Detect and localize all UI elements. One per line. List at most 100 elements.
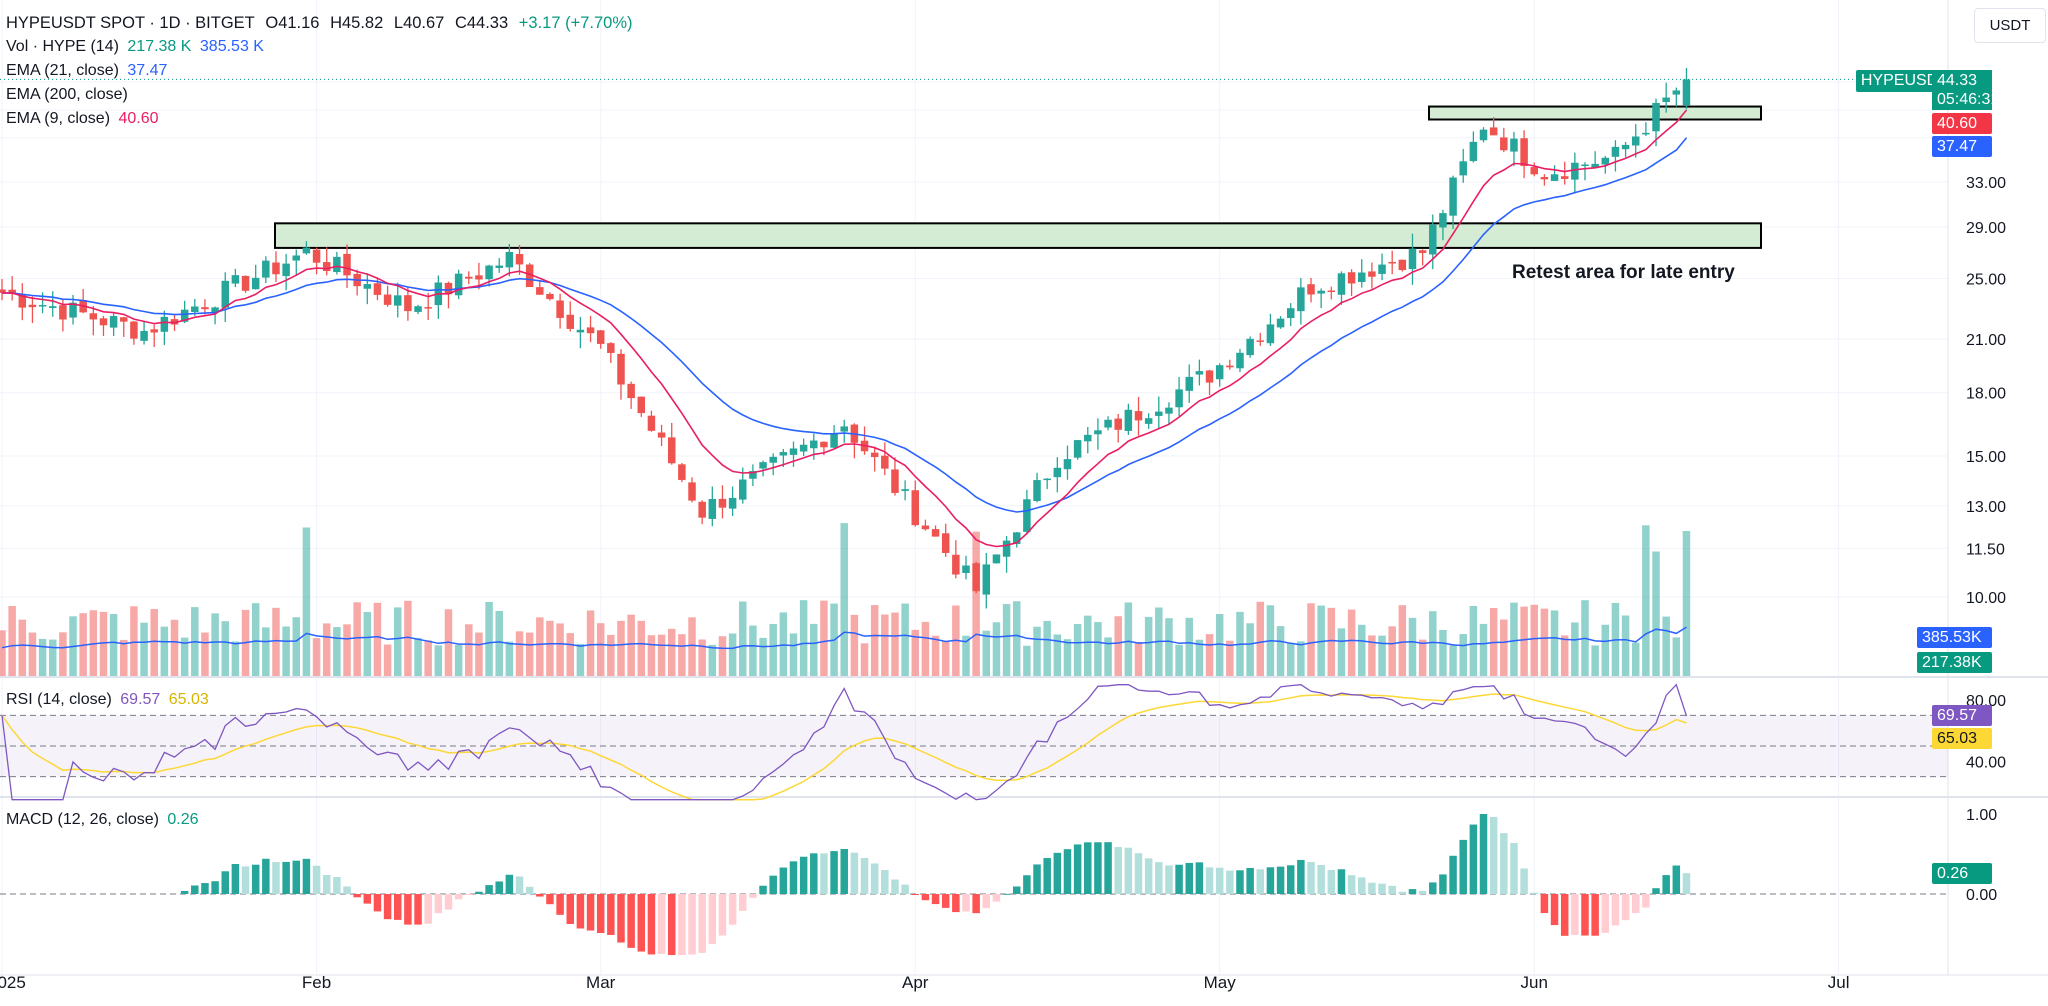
macd-bar	[881, 870, 889, 894]
volume-bar	[1347, 609, 1356, 676]
volume-bar	[1540, 608, 1549, 676]
macd-bar	[272, 862, 280, 894]
macd-bar	[1155, 862, 1163, 894]
candle-body	[1662, 97, 1670, 102]
candle-body	[1489, 127, 1498, 136]
macd-bar	[1266, 867, 1275, 894]
macd-bar	[363, 894, 372, 904]
volume-bar	[799, 600, 808, 676]
volume-bar	[860, 643, 869, 676]
volume-bar	[1631, 642, 1640, 676]
ema21-legend[interactable]: EMA (21, close) 37.47	[6, 59, 167, 82]
candle-body	[1002, 540, 1011, 557]
candle-body	[1104, 419, 1112, 428]
volume-bar	[1449, 645, 1457, 676]
ema21-price-tag: 37.47	[1932, 136, 1992, 157]
volume-bar	[1053, 634, 1062, 676]
volume-bar	[576, 643, 585, 676]
macd-bar	[1236, 870, 1244, 894]
volume-bar	[769, 624, 777, 676]
candle-body	[525, 264, 534, 288]
macd-bar	[282, 861, 290, 894]
candle-body	[1500, 137, 1508, 151]
macd-bar	[972, 894, 980, 914]
rsi-label: RSI (14, close)	[6, 691, 112, 708]
volume-bar	[1357, 624, 1366, 676]
candle-body	[262, 260, 270, 278]
symbol-title[interactable]: HYPEUSDT SPOT · 1D · BITGET	[6, 14, 255, 32]
macd-bar	[1185, 862, 1193, 894]
macd-bar	[1327, 870, 1336, 894]
volume-bar	[150, 609, 158, 676]
rsi-legend[interactable]: RSI (14, close) 69.57 65.03	[6, 688, 209, 711]
volume-legend[interactable]: Vol · HYPE (14) 217.38 K 385.53 K	[6, 35, 264, 58]
volume-bar	[840, 523, 848, 676]
macd-bar	[343, 886, 351, 894]
candle-body	[667, 437, 676, 464]
price-axis-label: 25.00	[1966, 272, 2006, 289]
macd-bar	[1165, 865, 1173, 894]
macd-legend[interactable]: MACD (12, 26, close) 0.26	[6, 808, 199, 831]
macd-bar	[525, 886, 534, 894]
volume-bar	[1520, 606, 1528, 676]
candle-body	[1429, 224, 1437, 255]
volume-bar	[1175, 644, 1183, 676]
volume-bar	[1662, 616, 1670, 676]
candle-body	[789, 448, 798, 455]
volume-bar	[1429, 611, 1437, 676]
macd-bar	[1662, 875, 1670, 894]
volume-bar	[1084, 615, 1092, 676]
macd-bar	[1104, 842, 1112, 894]
candle-body	[170, 319, 179, 325]
volume-bar	[8, 606, 16, 676]
macd-bar	[1642, 894, 1650, 908]
candle-body	[1449, 177, 1457, 216]
volume-bar	[870, 605, 879, 676]
volume-bar	[779, 612, 788, 676]
ohlc-low: L40.67	[393, 14, 445, 32]
currency-button[interactable]: USDT	[1974, 8, 2046, 43]
volume-bar	[1124, 602, 1133, 676]
macd-bar	[292, 860, 301, 894]
candle-body	[1439, 213, 1447, 228]
volume-bar	[637, 620, 646, 676]
macd-bar	[241, 866, 250, 894]
volume-bar	[1012, 601, 1021, 676]
ema9-legend[interactable]: EMA (9, close) 40.60	[6, 107, 159, 130]
candle-body	[617, 353, 625, 385]
volume-bar	[749, 625, 757, 676]
macd-bar	[393, 894, 402, 920]
volume-bar	[1479, 623, 1488, 676]
volume-bar	[333, 627, 341, 676]
rsi-ma-tag: 65.03	[1932, 728, 1992, 749]
macd-bar	[221, 871, 229, 894]
candle-body	[424, 307, 432, 309]
macd-bar	[759, 885, 767, 894]
candle-body	[901, 489, 909, 491]
rsi-tag: 69.57	[1932, 705, 1992, 726]
macd-bar	[607, 894, 615, 935]
price-axis-label: 33.00	[1966, 175, 2006, 192]
ema200-legend[interactable]: EMA (200, close)	[6, 83, 128, 106]
volume-bar	[891, 612, 899, 676]
candle-body	[1418, 250, 1427, 253]
candle-body	[363, 284, 372, 289]
candle-body	[698, 501, 706, 518]
volume-bar	[1033, 626, 1041, 676]
price-axis-label: 29.00	[1966, 220, 2006, 237]
candle-body	[38, 304, 47, 307]
volume-bar	[1205, 634, 1214, 676]
candle-body	[1398, 259, 1407, 271]
candle-body	[1276, 318, 1285, 328]
volume-bar	[1276, 626, 1285, 676]
price-axis-label: 15.00	[1966, 449, 2006, 466]
macd-bar	[1297, 859, 1305, 894]
macd-bar	[1408, 889, 1417, 894]
candle-body	[1631, 136, 1640, 146]
candle-body	[962, 565, 970, 573]
volume-bar	[586, 610, 595, 676]
volume-bar	[911, 629, 920, 676]
macd-bar	[1307, 862, 1315, 894]
candle-body	[1226, 365, 1234, 368]
